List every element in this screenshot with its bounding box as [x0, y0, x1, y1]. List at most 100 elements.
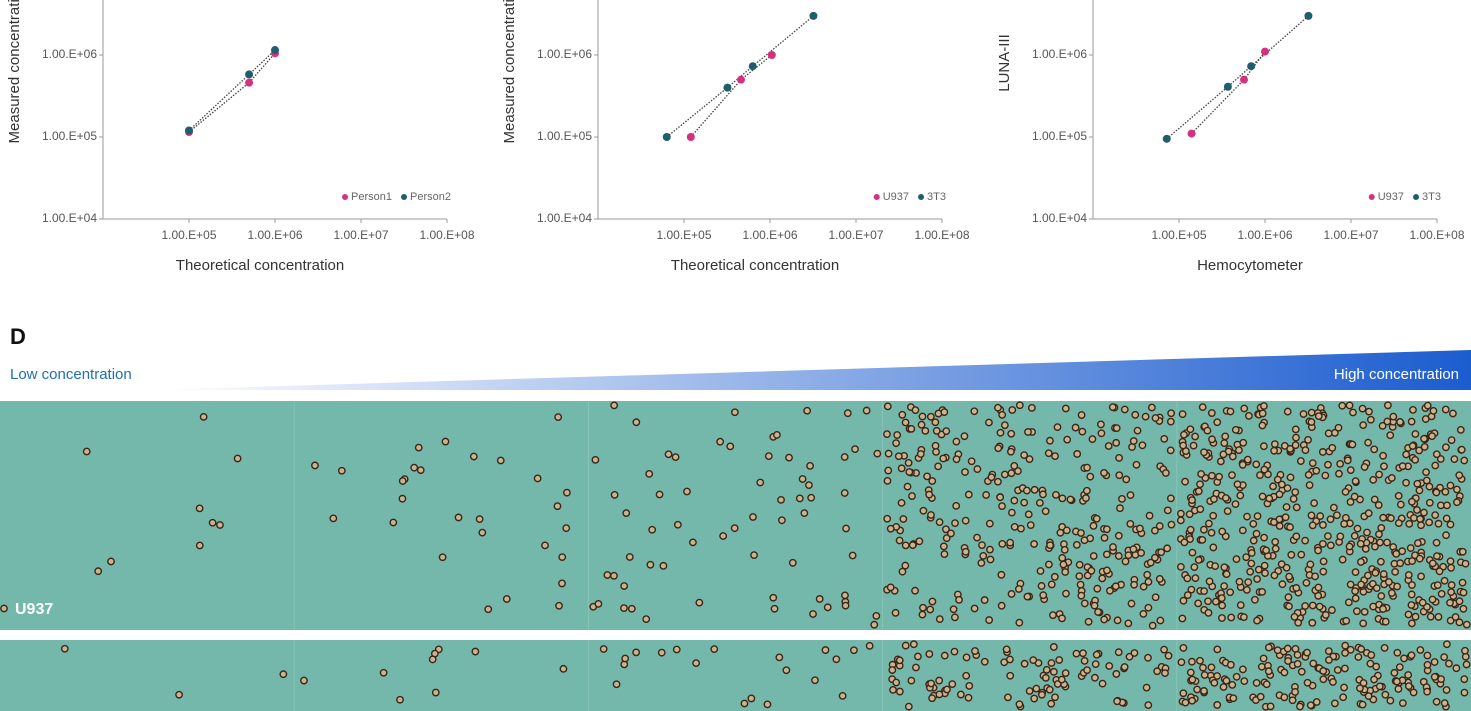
cell [1247, 559, 1256, 568]
cell [1432, 697, 1441, 706]
cell [1025, 687, 1034, 695]
cell [1044, 560, 1053, 569]
cell [1183, 591, 1192, 600]
cell [973, 533, 981, 542]
cell [1218, 527, 1227, 536]
cell [1282, 563, 1291, 572]
cell [1083, 463, 1091, 472]
cell [1188, 675, 1197, 684]
cell [1341, 664, 1349, 673]
legend-label: 3T3 [1422, 191, 1441, 203]
cell [1218, 601, 1227, 610]
y-tick-label: 1.00.E+06 [1032, 47, 1087, 61]
cell [1246, 567, 1255, 576]
cell [1330, 503, 1338, 512]
cell [1259, 654, 1268, 663]
cell [1351, 587, 1359, 595]
cell [1235, 446, 1243, 455]
cell [300, 676, 308, 685]
cell [1345, 401, 1354, 410]
cell [1434, 613, 1443, 621]
cell [1301, 446, 1310, 455]
cell [1363, 571, 1372, 580]
cell [645, 469, 654, 478]
cell [1213, 418, 1222, 427]
cell [1155, 575, 1164, 583]
cell [1157, 548, 1166, 557]
cell [1262, 680, 1271, 689]
cell [1207, 663, 1216, 672]
cell [1142, 683, 1151, 692]
cell [1219, 450, 1228, 459]
cell [1297, 667, 1306, 676]
cell [1251, 595, 1259, 604]
cell [1115, 471, 1124, 480]
x-tick-label: 1.00.E+08 [914, 228, 969, 242]
cell [1370, 675, 1378, 684]
cell [1311, 572, 1319, 581]
cell [1285, 572, 1294, 581]
cell [431, 688, 440, 697]
cell [928, 597, 937, 606]
cell [1425, 498, 1434, 507]
cell [1147, 403, 1156, 412]
cell [1442, 531, 1450, 540]
cell [1160, 435, 1169, 443]
cell [1194, 556, 1203, 564]
cell [1126, 519, 1135, 528]
cell [620, 582, 629, 590]
cell [927, 511, 935, 519]
cell [935, 690, 944, 699]
cell [1191, 574, 1200, 583]
cell [1442, 640, 1451, 649]
cell [1413, 539, 1422, 548]
cell [964, 693, 973, 702]
y-axis-label: Measured concentration [6, 0, 23, 143]
cell [1411, 430, 1420, 438]
cell [1293, 651, 1302, 659]
cell [1089, 552, 1098, 560]
cell [805, 481, 813, 490]
cell [1046, 436, 1054, 445]
legend-marker [401, 194, 408, 200]
cell [1060, 545, 1069, 554]
cell [1228, 471, 1236, 480]
cell [1430, 658, 1439, 666]
cell [1307, 418, 1316, 426]
cell [1353, 524, 1362, 533]
cell [1321, 471, 1330, 480]
cell [1090, 601, 1099, 610]
cell [1026, 521, 1035, 530]
cell [1346, 498, 1355, 506]
cell [914, 652, 922, 661]
cell [719, 532, 728, 540]
cell [233, 454, 242, 463]
trend-line [1166, 15, 1309, 140]
cell [1240, 677, 1249, 686]
cell [1440, 653, 1449, 662]
cell [934, 462, 943, 471]
cell [1197, 470, 1206, 478]
cell [1221, 432, 1230, 441]
cell [1345, 542, 1354, 551]
cell [1039, 591, 1048, 600]
cell [1228, 452, 1237, 461]
cell [1007, 590, 1016, 598]
cell [379, 668, 388, 677]
cell [1186, 425, 1195, 434]
cell [1301, 536, 1310, 545]
cell [1286, 523, 1294, 532]
cell [1188, 657, 1196, 666]
cell [398, 477, 407, 485]
cell [1420, 508, 1428, 517]
cell [785, 453, 793, 462]
legend-label: Person2 [410, 191, 451, 203]
cell [1186, 668, 1195, 677]
cell [1375, 530, 1383, 539]
cell [952, 455, 961, 464]
cell [1179, 596, 1188, 605]
cell [1127, 599, 1136, 608]
cell [1455, 618, 1464, 627]
cell [1294, 618, 1303, 627]
cell [454, 513, 463, 522]
